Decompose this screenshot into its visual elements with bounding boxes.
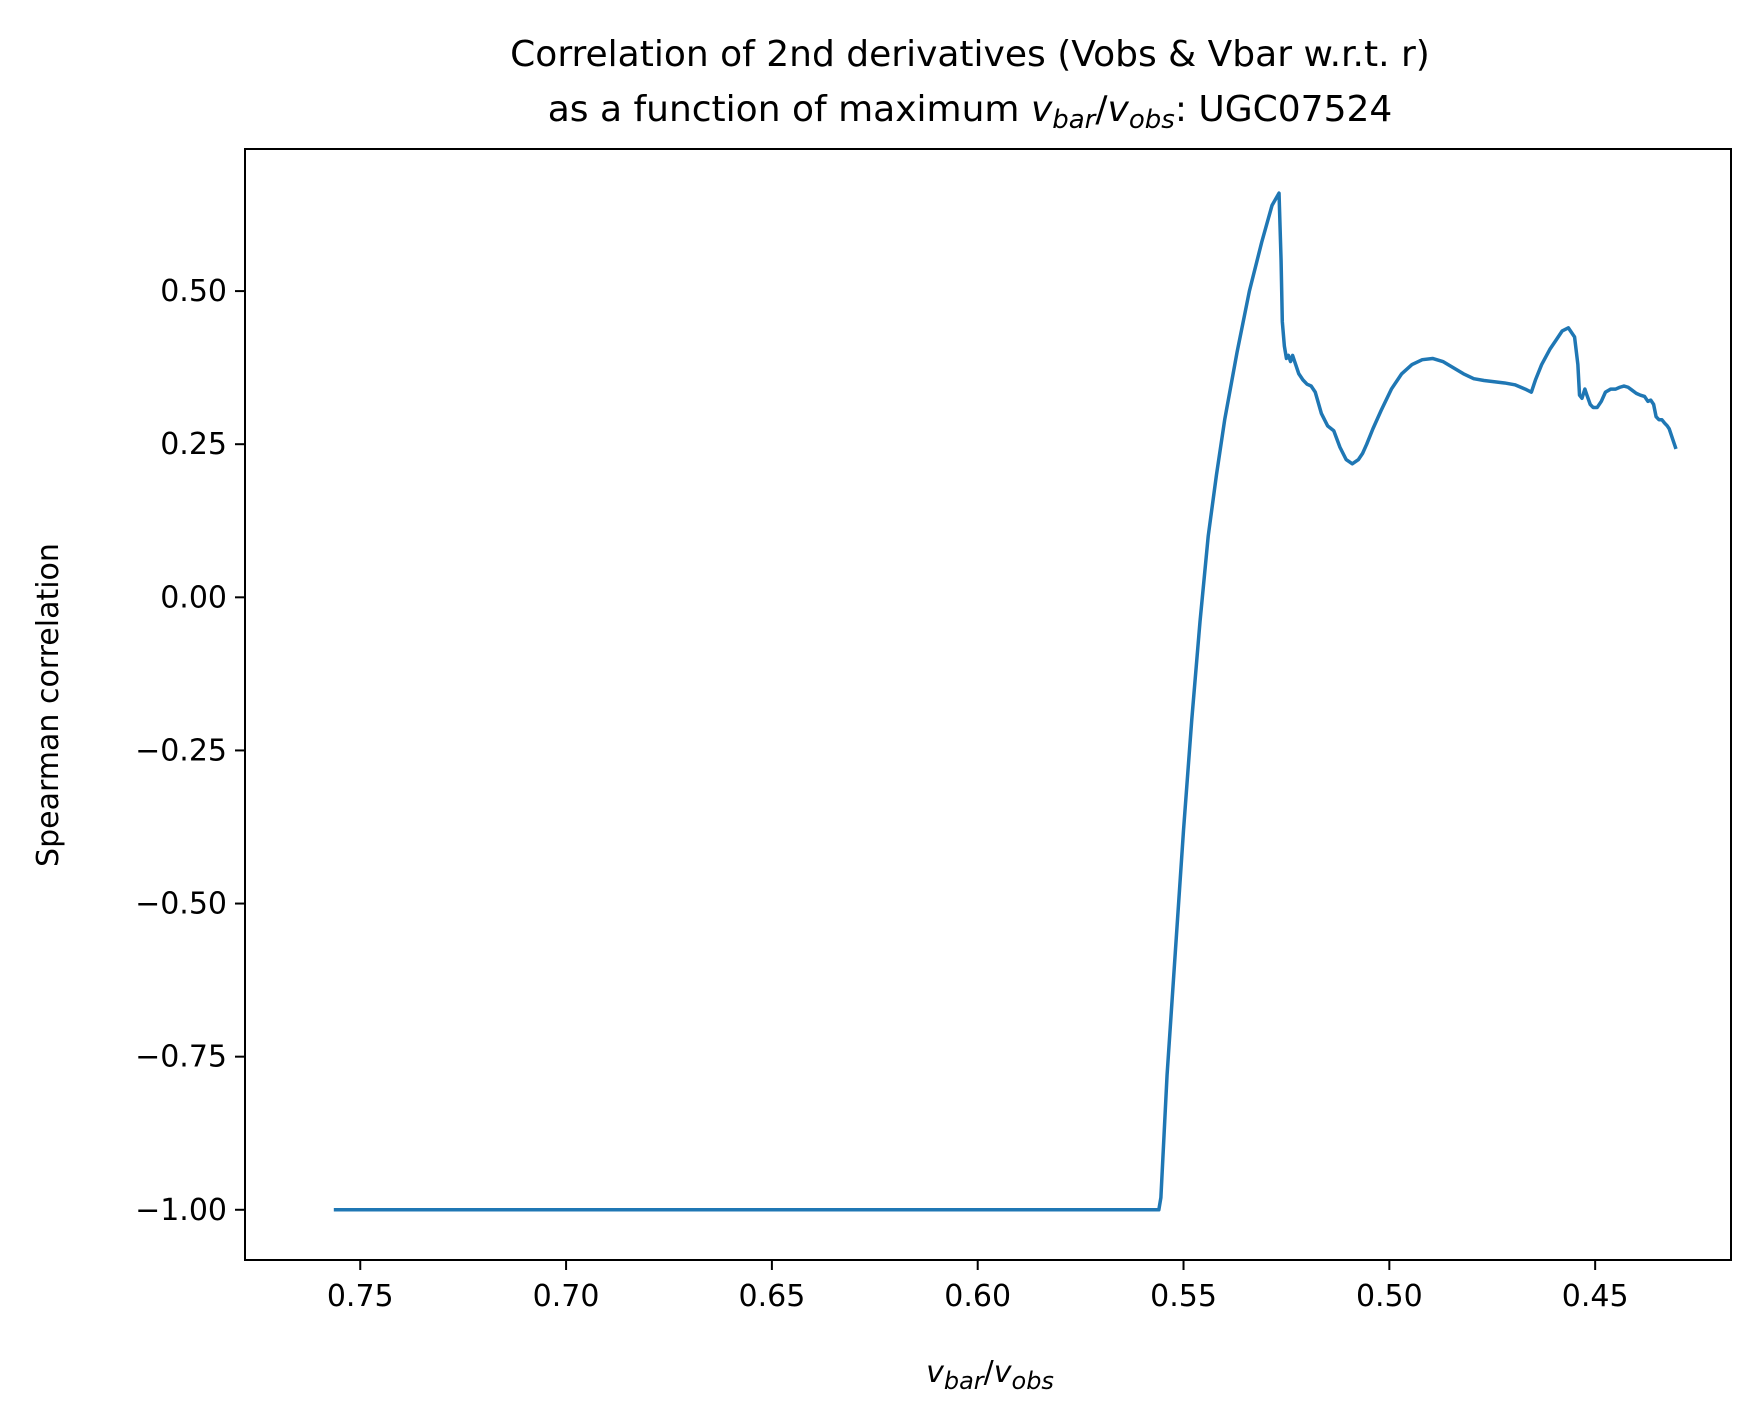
y-tick-label: 0.25 [160,427,227,462]
y-axis-ticks: 0.50 0.25 0.00 −0.25 −0.50 −0.75 −1.00 [135,274,245,1228]
y-tick-label: −1.00 [135,1193,227,1228]
y-tick-label: 0.50 [160,274,227,309]
x-tick-label: 0.65 [738,1279,805,1314]
x-tick-label: 0.45 [1562,1279,1629,1314]
y-tick-label: −0.75 [135,1040,227,1075]
y-tick-label: −0.50 [135,887,227,922]
x-tick-label: 0.70 [533,1279,600,1314]
y-axis-label: Spearman correlation [31,543,66,867]
x-tick-label: 0.55 [1150,1279,1217,1314]
x-axis-ticks: 0.75 0.70 0.65 0.60 0.55 0.50 0.45 [327,1260,1629,1314]
x-tick-label: 0.75 [327,1279,394,1314]
data-line-layer [333,191,1678,1212]
chart-title-line2-suffix: : UGC07524 [1175,89,1392,130]
x-axis-label: vbar/vobs [926,1355,1054,1395]
y-tick-label: −0.25 [135,733,227,768]
x-tick-label: 0.50 [1356,1279,1423,1314]
y-tick-label: 0.00 [160,580,227,615]
chart-title-line1: Correlation of 2nd derivatives (Vobs & V… [510,34,1430,75]
chart-title-line2: as a function of maximum vbar/vobs: UGC0… [548,89,1393,135]
chart-title-line2-prefix: as a function of maximum [548,89,1031,130]
axes-frame [244,148,1732,1261]
series-line-0 [333,191,1678,1212]
plot-area [244,148,1732,1261]
x-tick-label: 0.60 [944,1279,1011,1314]
